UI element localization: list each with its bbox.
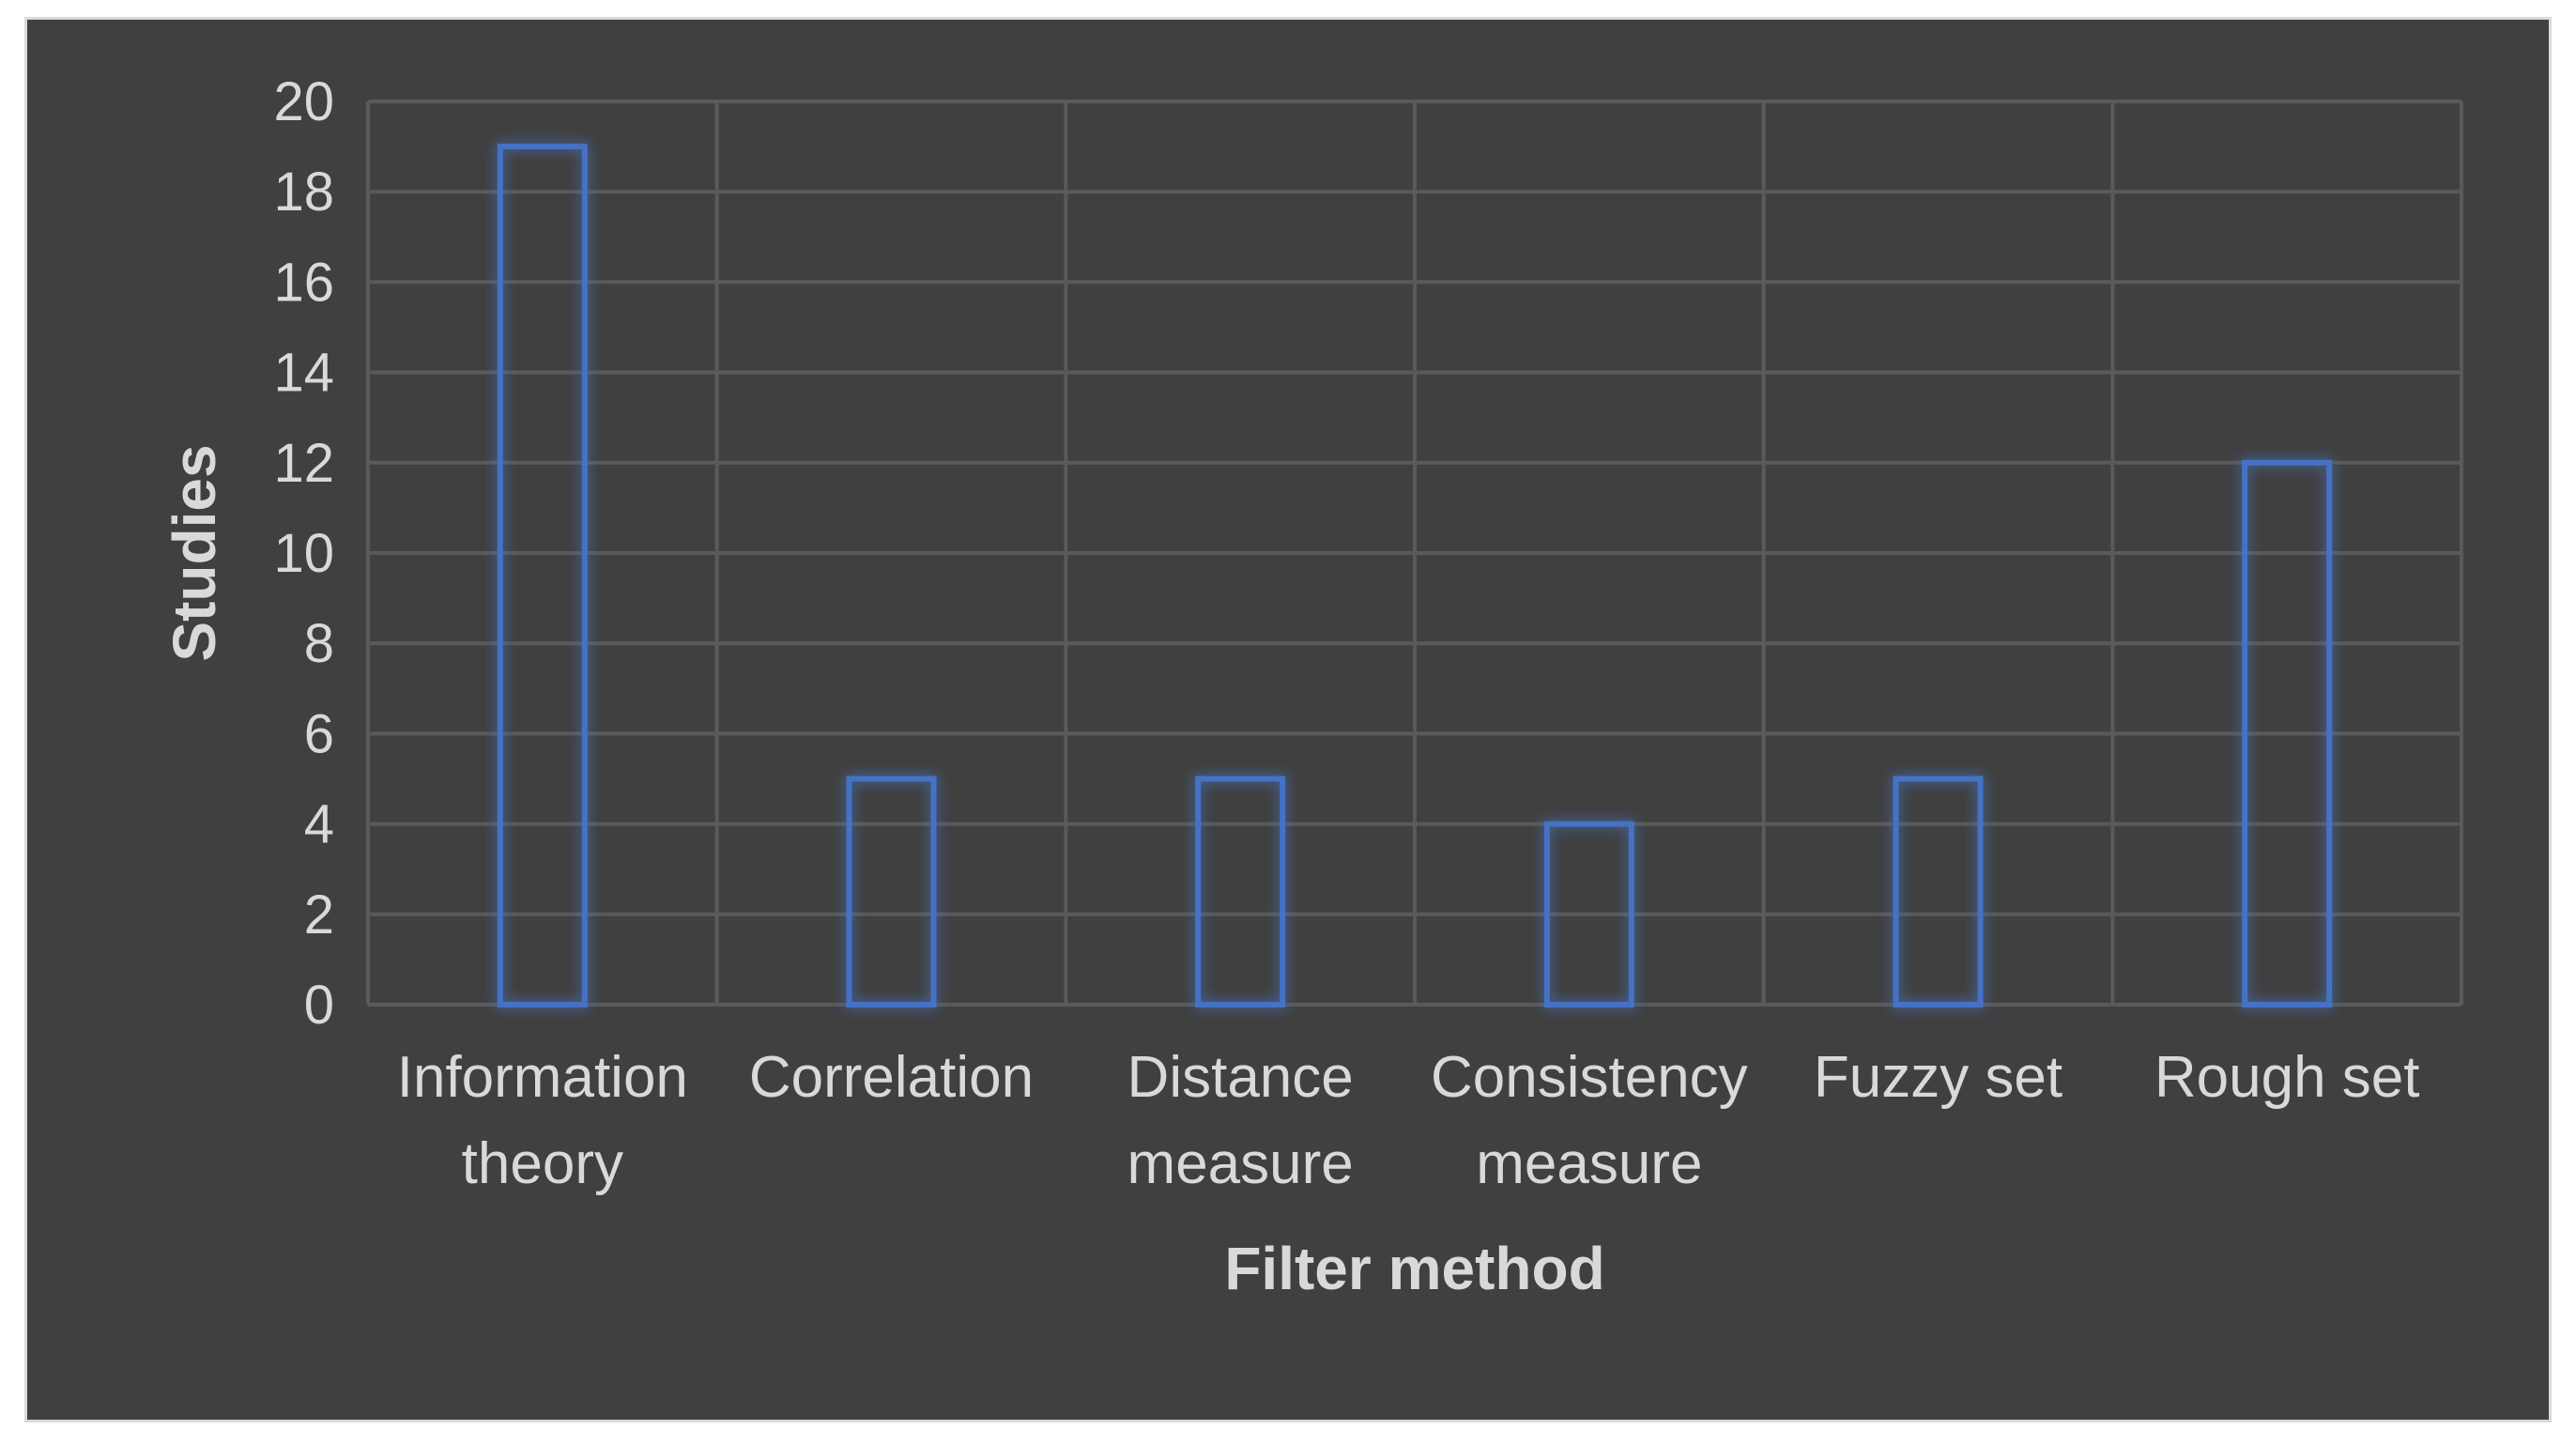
x-axis-categories: Information theory Correlation Distance meas… [397,1045,2420,1196]
y-axis-ticks: 0 2 4 6 8 10 12 14 16 18 20 [273,71,334,1036]
y-tick-label: 20 [273,71,334,132]
x-axis-title: Filter method [1224,1235,1604,1302]
bar-chart: 0 2 4 6 8 10 12 14 16 18 20 Information theory Corre… [161,71,2463,1302]
x-category-label: Fuzzy set [1814,1045,2062,1110]
y-tick-label: 8 [304,613,334,674]
x-category-label: Distance measure [1127,1045,1354,1196]
y-tick-label: 4 [304,794,334,855]
y-tick-label: 10 [273,523,334,584]
y-axis-title: Studies [161,444,228,661]
bar [1893,776,1984,1007]
x-category-label: Rough set [2154,1045,2420,1110]
bar [497,144,588,1008]
bar [846,776,937,1007]
y-tick-label: 6 [304,703,334,764]
y-tick-label: 14 [273,343,334,404]
y-tick-label: 12 [273,433,334,494]
y-tick-label: 18 [273,161,334,223]
bars [497,144,2333,1008]
grid [366,100,2463,1007]
x-category-label: Consistency measure [1431,1045,1748,1196]
x-category-label: Information theory [397,1045,688,1196]
y-tick-label: 16 [273,252,334,313]
y-tick-label: 0 [304,975,334,1036]
chart-frame: 0 2 4 6 8 10 12 14 16 18 20 Information theory Corre… [24,17,2552,1422]
y-tick-label: 2 [304,884,334,945]
x-category-label: Correlation [749,1045,1034,1110]
bar [2242,459,2333,1007]
bar [1195,776,1286,1007]
bar [1543,821,1634,1007]
